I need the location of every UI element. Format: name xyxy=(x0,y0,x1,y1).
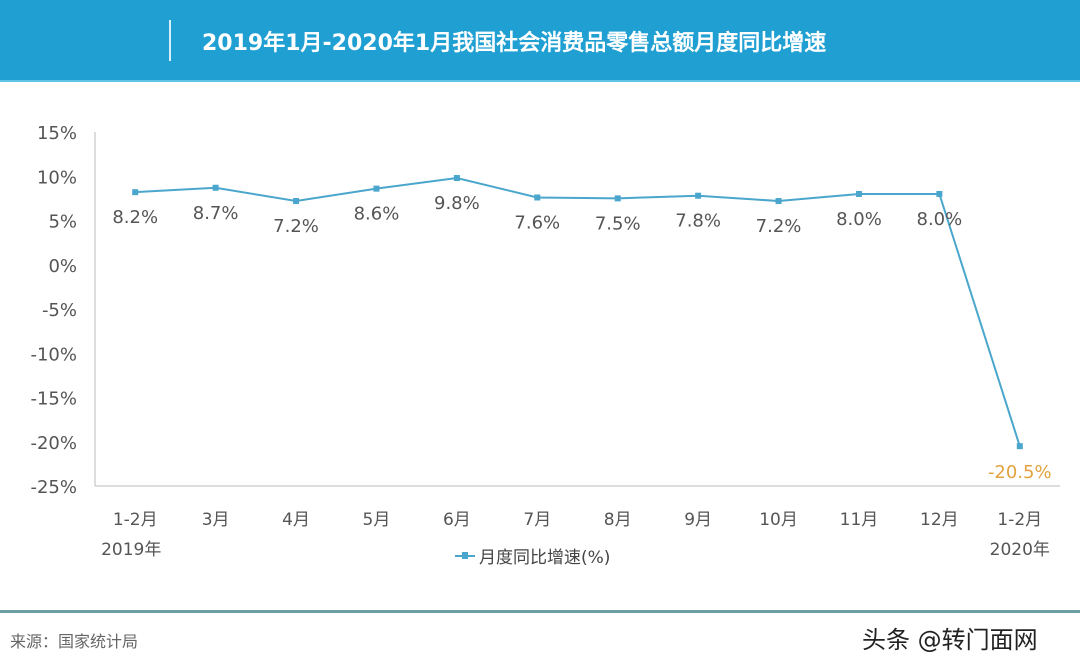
data-point xyxy=(614,195,621,202)
data-label: 9.8% xyxy=(434,193,480,214)
data-label: 7.8% xyxy=(675,211,721,232)
data-label: 7.6% xyxy=(514,212,560,233)
data-label: 8.0% xyxy=(836,209,882,230)
data-point xyxy=(855,190,862,197)
x-tick-label: 6月 xyxy=(443,510,471,530)
legend-label: 月度同比增速(%) xyxy=(479,548,611,568)
line-chart: 15% 10% 5% 0% -5% -10% -15% -20% -25% 1-2月 2019年 3月… xyxy=(30,123,1060,560)
data-point xyxy=(695,192,702,199)
y-tick-label: -25% xyxy=(30,477,77,498)
y-tick-label: 10% xyxy=(37,167,77,188)
data-point xyxy=(373,185,380,192)
data-point xyxy=(775,198,782,205)
x-tick-sublabel: 2020年 xyxy=(990,540,1050,560)
x-tick-label: 1-2月 xyxy=(997,510,1042,530)
data-label: 8.0% xyxy=(917,209,963,230)
y-tick-label: 0% xyxy=(48,256,77,277)
x-tick-label: 12月 xyxy=(920,510,959,530)
data-label: 7.5% xyxy=(595,213,641,234)
data-point xyxy=(534,194,541,201)
data-label: 8.2% xyxy=(112,207,158,228)
data-label: 8.7% xyxy=(193,203,239,224)
x-tick-label: 7月 xyxy=(523,510,551,530)
legend: 月度同比增速(%) xyxy=(455,543,610,568)
x-tick-label: 3月 xyxy=(202,510,230,530)
x-tick-label: 8月 xyxy=(604,510,632,530)
data-label: 7.2% xyxy=(273,216,319,237)
x-tick-sublabel: 2019年 xyxy=(101,540,161,560)
footer-divider xyxy=(0,610,1080,613)
y-tick-label: -10% xyxy=(30,344,77,365)
data-point xyxy=(132,189,139,196)
x-tick-label: 5月 xyxy=(363,510,391,530)
watermark: 头条 @转门面网 xyxy=(862,626,1038,654)
y-tick-label: 5% xyxy=(48,212,77,233)
y-tick-label: -20% xyxy=(30,433,77,454)
data-point xyxy=(936,190,943,197)
data-label: 8.6% xyxy=(354,204,400,225)
header-banner: 2019年1月-2020年1月我国社会消费品零售总额月度同比增速 xyxy=(0,0,1080,82)
data-point xyxy=(453,175,460,182)
chart-title: 2019年1月-2020年1月我国社会消费品零售总额月度同比增速 xyxy=(202,31,827,56)
data-point xyxy=(293,198,300,205)
series-line xyxy=(135,177,1021,447)
x-tick-label: 11月 xyxy=(840,510,879,530)
y-tick-label: 15% xyxy=(37,123,77,144)
y-tick-label: -5% xyxy=(42,300,77,321)
x-tick-label: 9月 xyxy=(684,510,712,530)
data-label: -20.5% xyxy=(988,462,1052,483)
x-tick-label: 10月 xyxy=(759,510,798,530)
x-tick-label: 4月 xyxy=(282,510,310,530)
y-tick-label: -15% xyxy=(30,389,77,410)
data-label: 7.2% xyxy=(756,216,802,237)
data-point xyxy=(212,184,219,191)
source-note: 来源：国家统计局 xyxy=(10,632,139,651)
x-tick-label: 1-2月 xyxy=(113,510,158,530)
legend-swatch xyxy=(455,551,475,559)
header-divider xyxy=(169,20,171,61)
data-point xyxy=(1016,443,1023,450)
